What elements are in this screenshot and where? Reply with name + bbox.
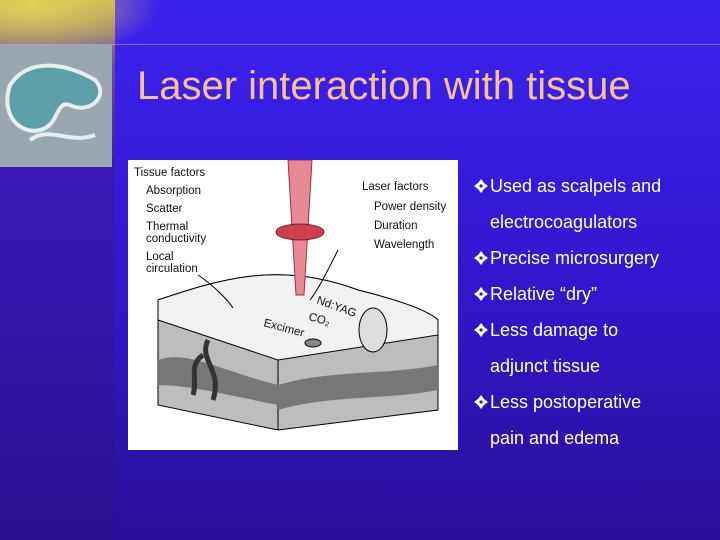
fig-heading: Tissue factors <box>134 167 205 179</box>
bullet-text: pain and edema <box>490 428 620 448</box>
fig-heading: Laser factors <box>362 181 429 193</box>
bullet-icon <box>474 251 488 265</box>
bullet-text: Relative “dry” <box>490 284 598 304</box>
bullet-list: Used as scalpels and electrocoagulators Pr… <box>474 168 661 456</box>
bullet-text: Used as scalpels and <box>490 176 662 196</box>
fig-label: Absorption <box>146 185 201 197</box>
bullet-text: adjunct tissue <box>490 356 601 376</box>
figure: Tissue factors AbsorptionScatterThermalc… <box>128 160 458 450</box>
bullet: Relative “dry” <box>474 276 661 312</box>
bullet: Precise microsurgery <box>474 240 661 276</box>
laser-label: CO₂ <box>307 311 331 328</box>
fig-label: Wavelength <box>374 239 434 251</box>
fig-label: Thermal <box>146 221 188 233</box>
bullet-icon <box>474 287 488 301</box>
fig-label: Duration <box>374 220 417 232</box>
bullet-text: Precise microsurgery <box>490 248 660 268</box>
bullet-text: electrocoagulators <box>490 212 638 232</box>
bullet-text: Less postoperative <box>490 392 642 412</box>
slide-title: Laser interaction with tissue <box>137 64 631 108</box>
fig-label: Local <box>146 251 174 263</box>
bullet-icon <box>474 323 488 337</box>
fig-label: conductivity <box>146 233 206 245</box>
top-rule <box>0 44 720 45</box>
logo <box>0 45 112 167</box>
fig-label: circulation <box>146 263 198 275</box>
bullet: Used as scalpels and electrocoagulators <box>474 168 661 240</box>
bullet: Less damage to adjunct tissue <box>474 312 661 384</box>
fig-label: Scatter <box>146 203 183 215</box>
bullet: Less postoperative pain and edema <box>474 384 661 456</box>
fig-label: Power density <box>374 201 446 213</box>
bullet-icon <box>474 395 488 409</box>
bullet-text: Less damage to <box>490 320 619 340</box>
bullet-icon <box>474 179 488 193</box>
